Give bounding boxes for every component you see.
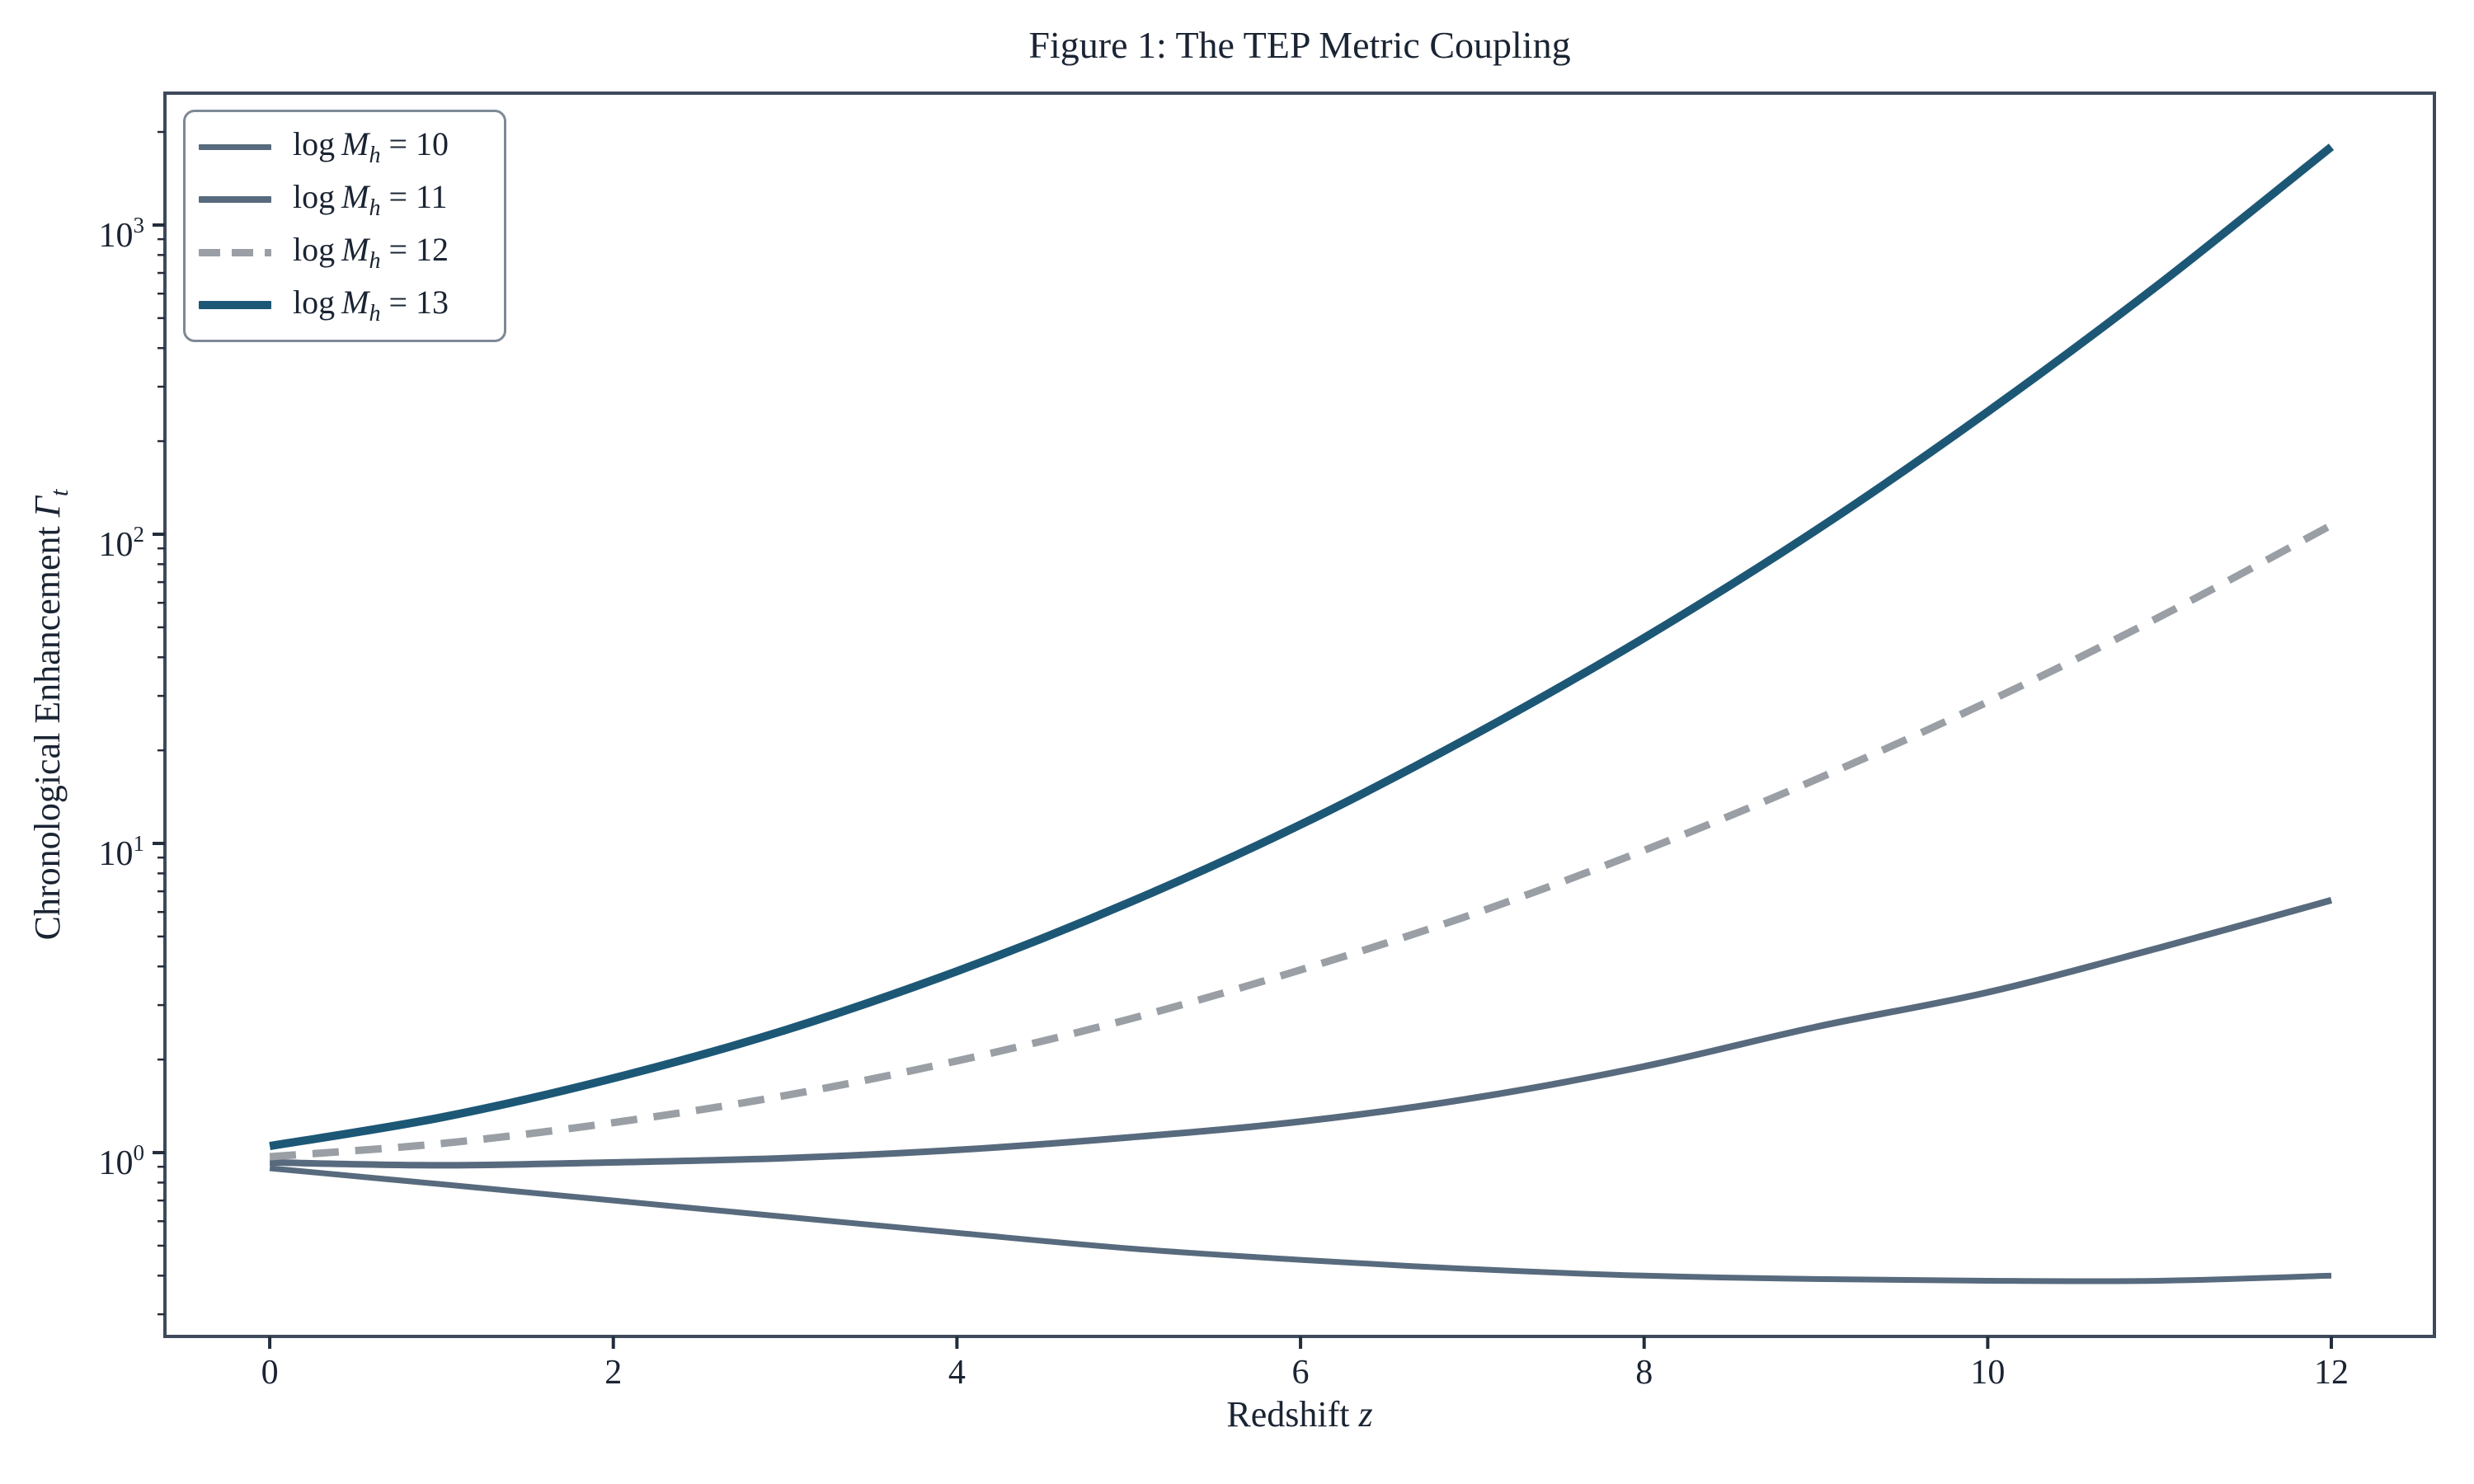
legend-label: log Mh = 10 [293, 125, 449, 168]
curve-logMh-13 [269, 143, 2335, 1151]
curve-logMh-12 [269, 522, 2334, 1161]
legend-line-sample [199, 248, 271, 256]
legend-line-sample [199, 196, 271, 203]
legend-line-sample [199, 143, 271, 150]
legend-box: log Mh = 10 log Mh = 11 log Mh = 12 log Mh … [183, 110, 506, 342]
x-tick-label: 4 [948, 1354, 966, 1392]
legend-label: log Mh = 11 [293, 178, 448, 221]
x-axis-label: Redshift z [165, 1394, 2434, 1435]
y-axis-label-text: Chronological Enhancement [27, 517, 68, 941]
y-tick-label: 102 [98, 521, 145, 564]
y-axis-label-subscript: t [45, 489, 73, 497]
legend-item-logMh-10: log Mh = 10 [199, 120, 487, 173]
legend-item-logMh-11: log Mh = 11 [199, 173, 487, 226]
legend-item-logMh-12: log Mh = 12 [199, 226, 487, 279]
legend-label: log Mh = 13 [293, 284, 449, 326]
legend-item-logMh-13: log Mh = 13 [199, 279, 487, 331]
y-tick-label: 101 [98, 831, 145, 874]
curve-logMh-11 [270, 897, 2333, 1169]
figure-title: Figure 1: The TEP Metric Coupling [1028, 24, 1571, 66]
x-tick-label: 2 [604, 1354, 623, 1392]
curve-logMh-10 [269, 1165, 2332, 1284]
legend-line-sample [199, 301, 271, 309]
legend-label: log Mh = 12 [293, 231, 449, 274]
x-tick-label: 10 [1970, 1354, 2006, 1392]
x-axis-label-text: Redshift [1226, 1394, 1359, 1435]
x-axis-label-math: z [1358, 1394, 1373, 1435]
y-tick-label: 103 [98, 212, 145, 255]
x-tick-label: 8 [1635, 1354, 1653, 1392]
x-tick-label: 0 [261, 1354, 279, 1392]
x-tick-label: 6 [1291, 1354, 1310, 1392]
x-tick-label: 12 [2314, 1354, 2349, 1392]
y-tick-label: 100 [98, 1140, 145, 1183]
